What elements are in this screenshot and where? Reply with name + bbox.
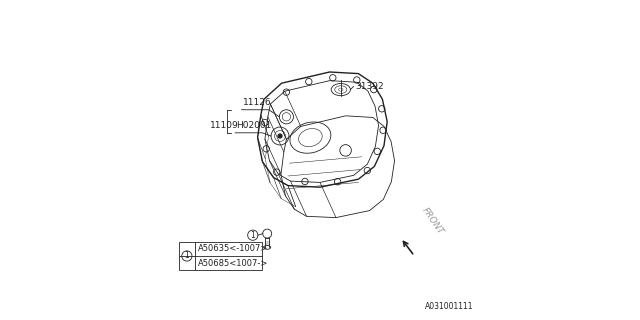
Text: 11126: 11126	[243, 98, 272, 107]
Text: 31392: 31392	[355, 82, 384, 91]
Text: A50685<1007->: A50685<1007->	[198, 259, 269, 268]
Circle shape	[278, 134, 282, 138]
Text: H02001: H02001	[236, 121, 271, 130]
Text: 11109: 11109	[210, 121, 238, 130]
Text: 1: 1	[250, 231, 255, 240]
Text: 1: 1	[184, 252, 189, 260]
Text: A50635<-1007>: A50635<-1007>	[198, 244, 269, 253]
Text: A031001111: A031001111	[424, 302, 473, 311]
Text: FRONT: FRONT	[420, 206, 445, 237]
